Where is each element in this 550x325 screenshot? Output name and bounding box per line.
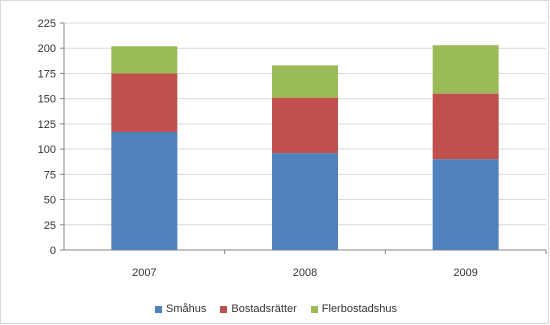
bar-bostadsratter-2009 (433, 94, 499, 160)
legend-item-bostadsratter: Bostadsrätter (220, 303, 296, 315)
legend-label-bostadsratter: Bostadsrätter (231, 303, 296, 315)
bar-bostadsratter-2008 (272, 98, 338, 153)
bar-flerbostadshus-2008 (272, 65, 338, 97)
legend-item-flerbostadshus: Flerbostadshus (311, 303, 397, 315)
legend-label-smahus: Småhus (166, 303, 206, 315)
legend-swatch-smahus (155, 306, 162, 313)
legend-item-smahus: Småhus (155, 303, 206, 315)
y-tick-label: 225 (38, 18, 56, 30)
y-tick-label: 175 (38, 68, 56, 80)
y-tick-label: 75 (44, 169, 56, 181)
x-tick-label: 2008 (293, 267, 317, 279)
y-tick-label: 25 (44, 220, 56, 232)
y-tick-labels: 0 25 50 75 100 125 150 175 200 225 (38, 18, 56, 257)
bar-bostadsratter-2007 (111, 73, 177, 132)
x-tick-label: 2009 (453, 267, 477, 279)
legend-label-flerbostadshus: Flerbostadshus (322, 303, 397, 315)
bar-smahus-2008 (272, 153, 338, 250)
legend-swatch-flerbostadshus (311, 306, 318, 313)
bar-smahus-2009 (433, 159, 499, 250)
y-tick-label: 100 (38, 144, 56, 156)
y-tick-label: 50 (44, 195, 56, 207)
y-tick-label: 200 (38, 43, 56, 55)
legend: Småhus Bostadsrätter Flerbostadshus (1, 303, 550, 315)
bars (111, 45, 498, 250)
legend-swatch-bostadsratter (220, 306, 227, 313)
y-tick-label: 0 (50, 245, 56, 257)
bar-flerbostadshus-2009 (433, 45, 499, 93)
x-tick-labels: 2007 2008 2009 (132, 267, 478, 279)
bar-smahus-2007 (111, 132, 177, 250)
x-tick-label: 2007 (132, 267, 156, 279)
bar-flerbostadshus-2007 (111, 46, 177, 73)
y-tick-label: 125 (38, 119, 56, 131)
y-tick-label: 150 (38, 94, 56, 106)
stacked-bar-chart: 0 25 50 75 100 125 150 175 200 225 2007 2008 2009 (1, 1, 550, 301)
